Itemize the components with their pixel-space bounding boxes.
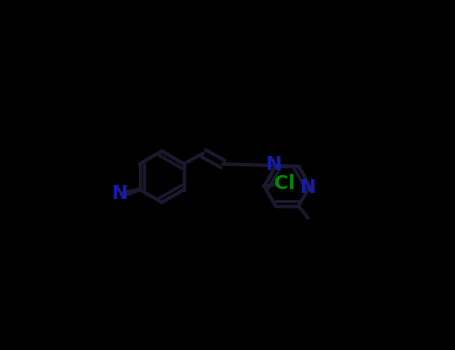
Text: N: N	[300, 178, 316, 197]
Text: N: N	[111, 184, 127, 203]
Text: N: N	[265, 155, 282, 175]
Text: Cl: Cl	[273, 174, 295, 193]
